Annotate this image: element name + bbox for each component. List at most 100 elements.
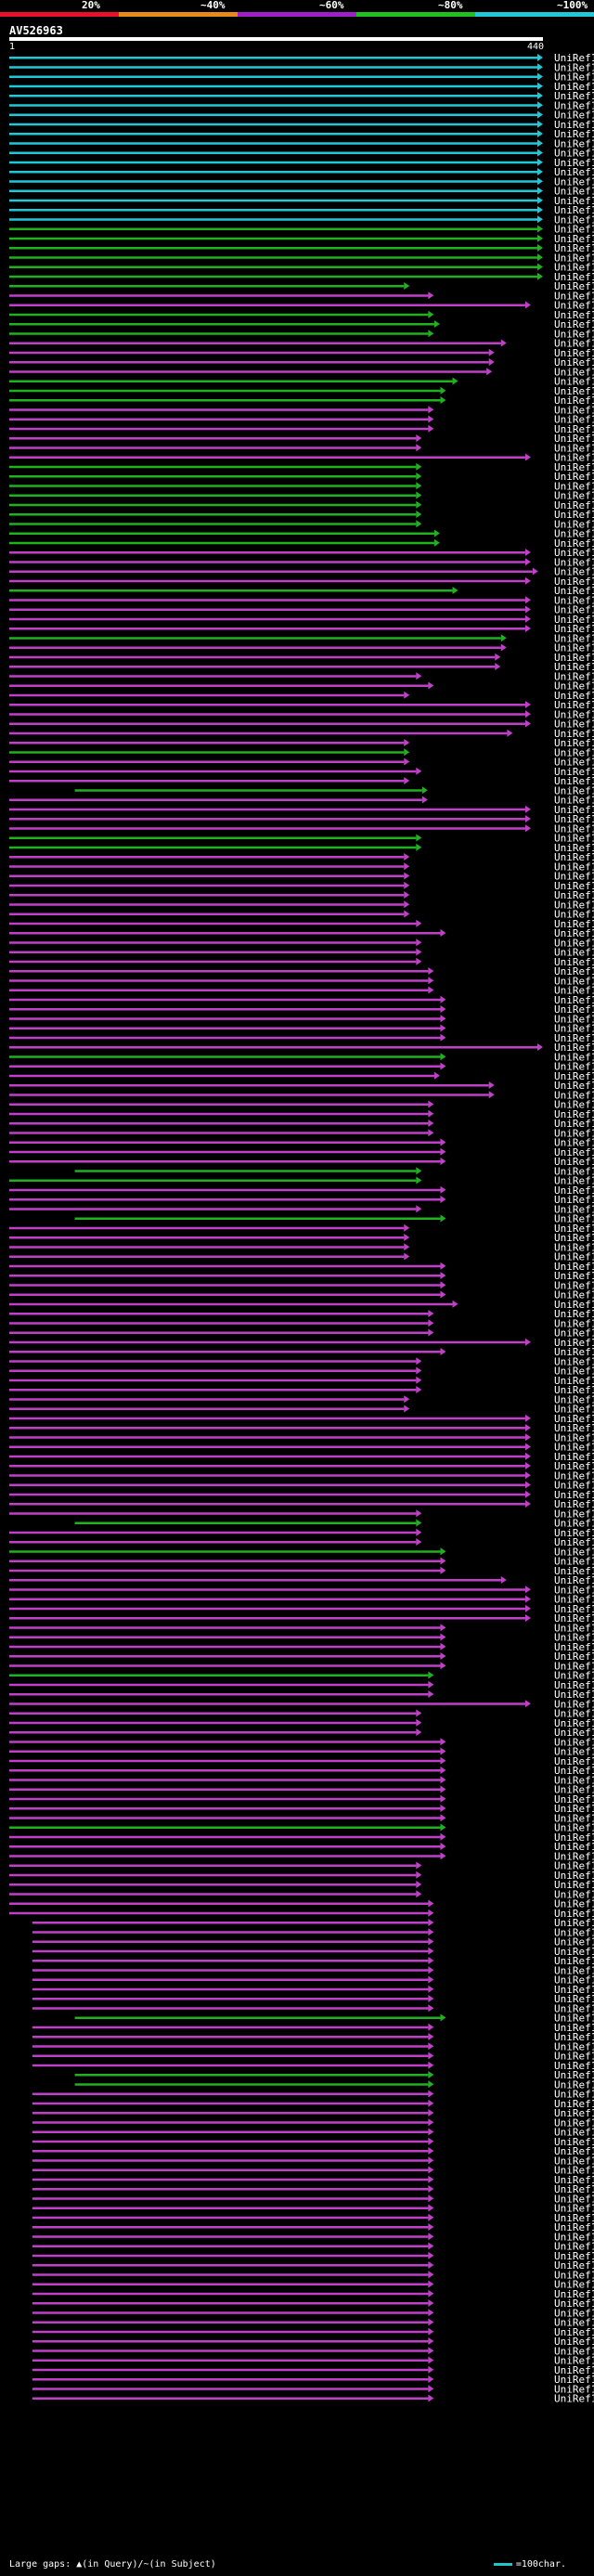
hit-row[interactable]: UniRef100_A4SIH5 (9, 1850, 594, 1862)
hit-row[interactable]: UniRef100_C7YH84 (9, 1622, 594, 1634)
hit-label[interactable]: UniRef100_A3LN65 (554, 927, 594, 939)
hit-label[interactable]: UniRef100_A3WCO5 (554, 2145, 594, 2157)
hit-row[interactable]: UniRef100_C1GQJ2 (9, 1317, 594, 1329)
hit-label[interactable]: UniRef100_C5JJ04 (554, 509, 594, 521)
hit-label[interactable]: UniRef100_A4HAG2 (554, 1279, 594, 1291)
hit-row[interactable]: UniRef100_A3LMM1 (9, 1736, 594, 1748)
hit-label[interactable]: UniRef100_C4Q779 (554, 1089, 594, 1101)
hit-row[interactable]: UniRef100_Q4LY10 (32, 2298, 594, 2310)
hit-label[interactable]: UniRef100_UPI000... (554, 1603, 594, 1615)
hit-label[interactable]: UniRef100_B8MOD5 (554, 328, 594, 340)
hit-label[interactable]: UniRef100_C4Y1Y6 (554, 1870, 594, 1882)
hit-label[interactable]: UniRef100_A9NXL5 (554, 1480, 594, 1492)
hit-label[interactable]: UniRef100_C6RNE0 (554, 2174, 594, 2186)
hit-row[interactable]: UniRef100_Q6FMS4 (9, 1289, 594, 1301)
hit-label[interactable]: UniRef100_C5DDA0 (554, 2336, 594, 2348)
hit-label[interactable]: UniRef100_C1GQJ2 (554, 1317, 594, 1329)
hit-row[interactable]: UniRef100_Q6FDX6 (74, 2069, 594, 2081)
hit-label[interactable]: UniRef100_C5XXQ4 (554, 195, 594, 207)
hit-row[interactable]: UniRef100_B9WAN3 (32, 1984, 594, 1996)
hit-row[interactable]: UniRef100_UPI000... (32, 1936, 594, 1948)
hit-row[interactable]: UniRef100_A6ZN30 (32, 2307, 594, 2319)
hit-row[interactable]: UniRef100_C4JYR0 (32, 2193, 594, 2205)
hit-label[interactable]: UniRef100_Q2UG77 (554, 604, 594, 616)
hit-label[interactable]: UniRef100_Q94DM5 (554, 166, 594, 178)
hit-label[interactable]: UniRef100_UPI000... (554, 1936, 594, 1948)
hit-label[interactable]: UniRef100_A7HV48 (554, 833, 594, 845)
hit-row[interactable]: UniRef100_A4I5P3 (9, 1384, 594, 1396)
hit-row[interactable]: UniRef100_A9GQA9 (32, 2203, 594, 2215)
hit-label[interactable]: UniRef100_Q8BH15 (554, 2241, 594, 2253)
hit-label[interactable]: UniRef100_UPI000... (554, 1746, 594, 1758)
hit-label[interactable]: UniRef100_A7TIS9 (554, 1146, 594, 1159)
hit-label[interactable]: UniRef100_B5JVE1 (554, 880, 594, 892)
hit-label[interactable]: UniRef100_A1CQJ8 (554, 1232, 594, 1244)
hit-label[interactable]: UniRef100_C7YN36 (554, 795, 594, 807)
hit-label[interactable]: UniRef100_A5DHG3 (554, 718, 594, 731)
hit-label[interactable]: UniRef100_B9H9Y1 (554, 71, 594, 84)
hit-row[interactable]: UniRef100_A7TNL8 (32, 2364, 594, 2376)
hit-row[interactable]: UniRef100_A9UTK5 (9, 670, 594, 682)
hit-row[interactable]: UniRef100_UPI000... (9, 1860, 594, 1872)
hit-row[interactable]: UniRef100_A7EPS2 (9, 889, 594, 901)
hit-row[interactable]: UniRef100_A7PVQ6 (9, 99, 594, 111)
hit-row[interactable]: UniRef100_Q5KG22 (9, 1203, 594, 1215)
hit-row[interactable]: UniRef100_UPI000... (32, 2221, 594, 2233)
hit-row[interactable]: UniRef100_Q0VSS5 (9, 728, 594, 740)
hit-row[interactable]: UniRef100_C5MS27 (9, 1812, 594, 1824)
hit-label[interactable]: UniRef100_A4RVP9 (554, 2259, 594, 2272)
hit-label[interactable]: UniRef100_C5M1E2 (554, 1051, 594, 1063)
hit-label[interactable]: UniRef100_A9USP3 (554, 290, 594, 302)
hit-row[interactable]: UniRef100_Q2UQ59 (9, 918, 594, 930)
hit-label[interactable]: UniRef100_C5MS27 (554, 1812, 594, 1824)
hit-row[interactable]: UniRef100_A2QPY4 (9, 1508, 594, 1520)
hit-label[interactable]: UniRef100_Q9LZA6 (554, 52, 594, 64)
hit-row[interactable]: UniRef100_B8KF77 (9, 1727, 594, 1739)
hit-label[interactable]: UniRef100_UPI000... (554, 766, 594, 778)
hit-row[interactable]: UniRef100_B9WUK5 (9, 318, 594, 330)
hit-row[interactable]: UniRef100_B6H1T6 (32, 2374, 594, 2386)
hit-row[interactable]: UniRef100_Q2W4D4 (9, 746, 594, 758)
hit-row[interactable]: UniRef100_C1N9H0 (9, 252, 594, 264)
hit-label[interactable]: UniRef100_C1N9H0 (554, 252, 594, 264)
hit-row[interactable]: UniRef100_B9IHU9 (9, 81, 594, 93)
hit-label[interactable]: UniRef100_B3MFE2 (554, 1270, 594, 1282)
hit-row[interactable]: UniRef100_Q1DR97 (32, 2098, 594, 2110)
hit-row[interactable]: UniRef100_Q9PND3 (32, 2250, 594, 2262)
hit-row[interactable]: UniRef100_A6EXJ9 (9, 1803, 594, 1815)
hit-label[interactable]: UniRef100_A8KAR9 (554, 414, 594, 426)
hit-label[interactable]: UniRef100_A7EHD1 (554, 376, 594, 388)
hit-label[interactable]: UniRef100_B6QKG2 (554, 1299, 594, 1311)
hit-label[interactable]: UniRef100_Q4WTJ2 (554, 1584, 594, 1596)
hit-row[interactable]: UniRef100_B6AJR5 (9, 1042, 594, 1054)
hit-row[interactable]: UniRef100_A7TQ24 (9, 737, 594, 749)
hit-row[interactable]: UniRef100_B8K2P9 (32, 2383, 594, 2395)
hit-row[interactable]: UniRef100_C0SFZ6 (9, 1337, 594, 1349)
hit-row[interactable]: UniRef100_B0X233 (9, 1594, 594, 1606)
hit-label[interactable]: UniRef100_A1CHF7 (554, 576, 594, 588)
hit-row[interactable]: UniRef100_A0PXL4 (32, 2116, 594, 2129)
hit-row[interactable]: UniRef100_B8CCX5 (74, 2078, 594, 2091)
hit-row[interactable]: UniRef100_UPI000... (9, 699, 594, 711)
hit-label[interactable]: UniRef100_UPI000... (554, 90, 594, 102)
hit-label[interactable]: UniRef100_Q9XEZ7 (554, 1717, 594, 1729)
hit-row[interactable]: UniRef100_B2WBX0 (9, 1641, 594, 1653)
hit-label[interactable]: UniRef100_A6EXJ9 (554, 1803, 594, 1815)
hit-label[interactable]: UniRef100_B6K1H8 (554, 528, 594, 540)
hit-row[interactable]: UniRef100_B8M7A5 (32, 2089, 594, 2101)
hit-row[interactable]: UniRef100_B6SJF3 (9, 1679, 594, 1691)
hit-row[interactable]: UniRef100_A8KAR9 (9, 414, 594, 426)
hit-row[interactable]: UniRef100_C9SQ88 (9, 547, 594, 559)
hit-label[interactable]: UniRef100_A2QPY4 (554, 1508, 594, 1520)
hit-label[interactable]: UniRef100_A5DYK2 (554, 1355, 594, 1367)
hit-row[interactable]: UniRef100_B9SVQ2 (9, 61, 594, 73)
hit-label[interactable]: UniRef100_UPI000... (554, 1413, 594, 1425)
hit-row[interactable]: UniRef100_UPI000... (32, 2022, 594, 2034)
hit-label[interactable]: UniRef100_A6ZN30 (554, 2307, 594, 2319)
hit-row[interactable]: UniRef100_Q9LZA6 (9, 52, 594, 64)
hit-row[interactable]: UniRef100_UPI000... (9, 661, 594, 673)
hit-row[interactable]: UniRef100_Q2UG77 (9, 604, 594, 616)
hit-row[interactable]: UniRef100_A6R5D7 (9, 1708, 594, 1720)
hit-row[interactable]: UniRef100_Q6C8W4 (9, 985, 594, 997)
hit-label[interactable]: UniRef100_UPI000... (554, 2022, 594, 2034)
